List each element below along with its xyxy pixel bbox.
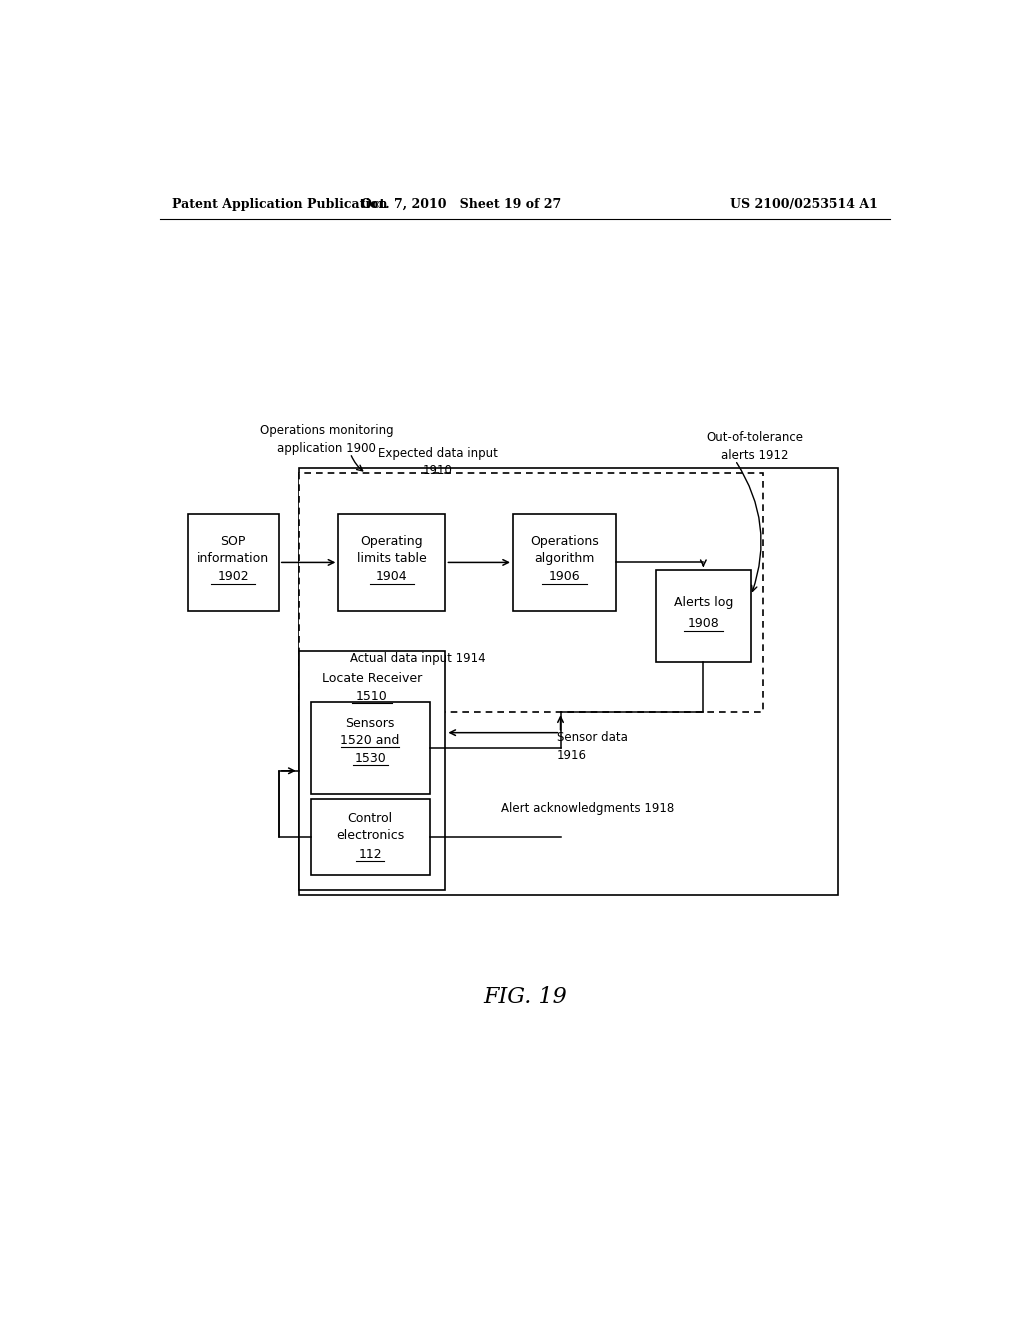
Text: 112: 112 xyxy=(358,847,382,861)
Text: Operations: Operations xyxy=(530,535,599,548)
Bar xyxy=(310,702,430,793)
Text: 1904: 1904 xyxy=(376,570,408,583)
Text: application 1900: application 1900 xyxy=(276,442,376,454)
Text: 1910: 1910 xyxy=(423,463,453,477)
Text: Control: Control xyxy=(347,812,392,825)
Text: Alert acknowledgments 1918: Alert acknowledgments 1918 xyxy=(501,803,674,816)
Text: information: information xyxy=(197,552,269,565)
Text: Sensors: Sensors xyxy=(345,717,394,730)
Text: Patent Application Publication: Patent Application Publication xyxy=(172,198,387,211)
Bar xyxy=(299,469,839,895)
Text: Locate Receiver: Locate Receiver xyxy=(322,672,422,685)
Text: limits table: limits table xyxy=(357,552,427,565)
Text: 1906: 1906 xyxy=(549,570,581,583)
Text: 1902: 1902 xyxy=(217,570,249,583)
Bar xyxy=(338,515,445,611)
Text: Actual data input 1914: Actual data input 1914 xyxy=(350,652,485,665)
Bar xyxy=(655,570,751,661)
Text: 1520 and: 1520 and xyxy=(340,734,399,747)
Text: FIG. 19: FIG. 19 xyxy=(483,986,566,1008)
Text: Sensor data: Sensor data xyxy=(557,731,628,744)
Text: algorithm: algorithm xyxy=(535,552,595,565)
Text: alerts 1912: alerts 1912 xyxy=(721,449,788,462)
Text: SOP: SOP xyxy=(220,535,246,548)
Text: Operating: Operating xyxy=(360,535,423,548)
Text: 1908: 1908 xyxy=(687,618,719,631)
Text: 1510: 1510 xyxy=(356,689,388,702)
Bar xyxy=(513,515,616,611)
Text: Operations monitoring: Operations monitoring xyxy=(260,424,393,437)
Text: 1530: 1530 xyxy=(354,751,386,764)
Bar xyxy=(310,799,430,875)
Bar xyxy=(187,515,279,611)
Text: electronics: electronics xyxy=(336,829,404,842)
Bar xyxy=(299,474,763,713)
Text: 1916: 1916 xyxy=(557,748,587,762)
Text: Alerts log: Alerts log xyxy=(674,597,733,609)
Text: US 2100/0253514 A1: US 2100/0253514 A1 xyxy=(730,198,878,211)
Text: Out-of-tolerance: Out-of-tolerance xyxy=(707,432,804,445)
Text: Expected data input: Expected data input xyxy=(378,446,498,459)
Bar xyxy=(299,651,445,890)
Text: Oct. 7, 2010   Sheet 19 of 27: Oct. 7, 2010 Sheet 19 of 27 xyxy=(361,198,561,211)
